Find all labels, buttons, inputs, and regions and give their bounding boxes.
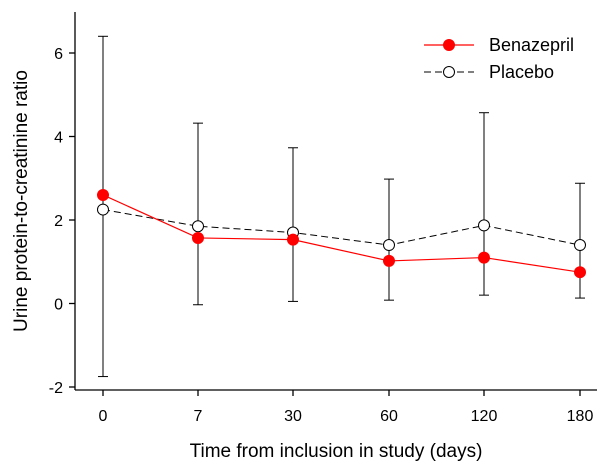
legend-marker-benazepril [443,39,455,51]
point-placebo [192,220,204,233]
x-tick-label: 0 [99,408,108,425]
y-tick-label: -2 [49,380,63,397]
series-points [97,188,586,279]
point-placebo [478,219,490,232]
x-axis-title: Time from inclusion in study (days) [190,441,483,462]
point-benazepril [478,251,490,264]
x-tick-label: 30 [284,408,302,425]
point-benazepril [97,188,109,201]
legend: Benazepril Placebo [424,35,574,82]
series-line-placebo [102,209,581,246]
point-placebo [574,239,586,252]
y-tick-label: 0 [54,297,63,314]
axes [74,12,597,391]
error-bar [193,122,203,306]
legend-marker-placebo [443,66,455,78]
point-benazepril [192,231,204,244]
y-tick-label: 6 [54,46,63,63]
error-bar [288,147,298,302]
point-benazepril [287,233,299,246]
y-ticks: -2 0 2 4 6 [49,46,75,397]
error-bars [98,35,585,378]
legend-label-benazepril: Benazepril [489,35,574,55]
y-axis-title: Urine protein-to-creatinine ratio [11,70,32,332]
series-lines [102,194,581,273]
legend-label-placebo: Placebo [489,62,554,82]
x-ticks: 0 7 30 60 120 180 [99,390,594,425]
point-benazepril [383,254,395,267]
y-tick-label: 2 [54,213,63,230]
point-placebo [97,203,109,216]
error-bar [479,112,489,296]
point-benazepril [574,266,586,279]
x-tick-label: 60 [380,408,398,425]
series-line-benazepril [102,194,581,273]
y-tick-label: 4 [54,130,63,147]
x-tick-label: 120 [471,408,498,425]
x-tick-label: 7 [194,408,203,425]
point-placebo [383,239,395,252]
x-tick-label: 180 [567,408,594,425]
